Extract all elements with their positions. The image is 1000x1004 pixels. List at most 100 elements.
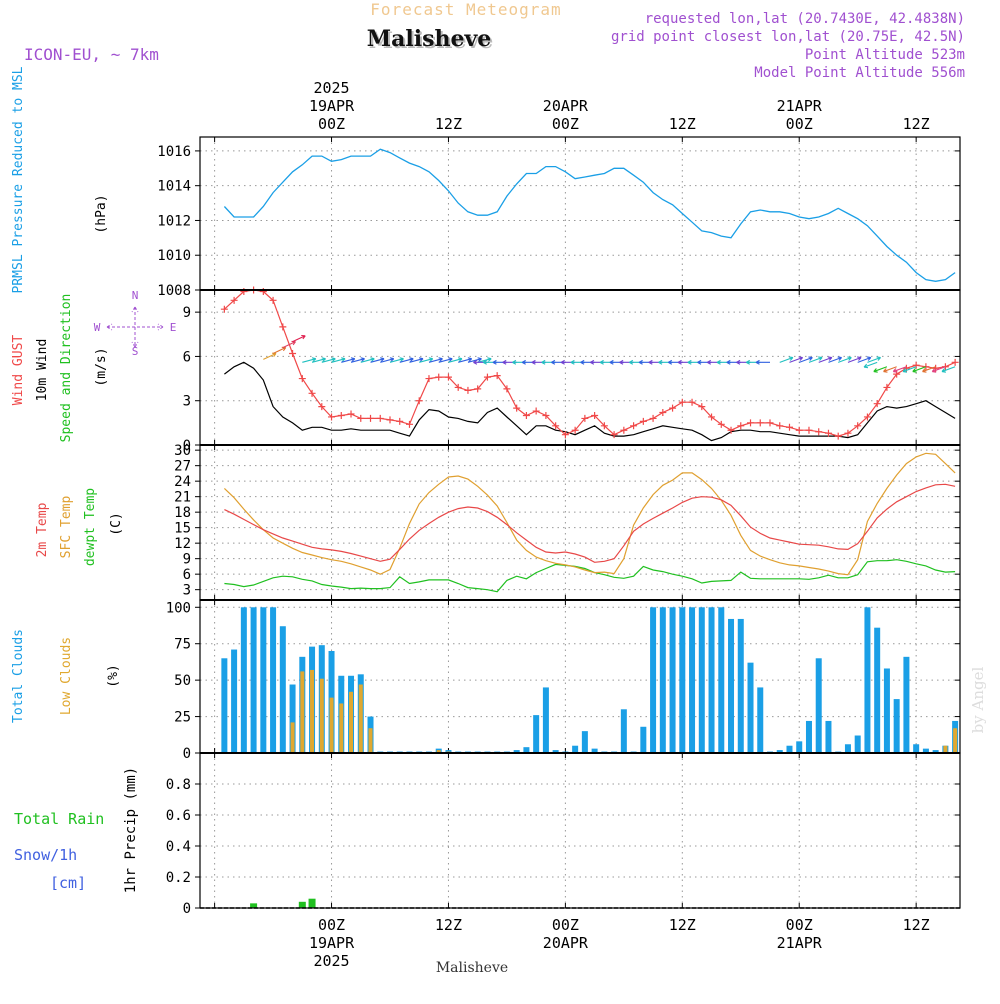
total-clouds-bar — [844, 744, 851, 753]
temp-ytick-label: 30 — [174, 443, 191, 459]
low-clouds-bar — [339, 703, 344, 753]
precip-ytick-label: 0 — [183, 901, 191, 917]
gust-marker — [542, 411, 550, 419]
clouds-ytick-label: 0 — [183, 746, 191, 762]
top-time-label: 21APR — [777, 97, 823, 115]
gust-marker — [532, 407, 540, 415]
low-clouds-label: Low Clouds — [59, 637, 74, 715]
temp-ytick-label: 15 — [174, 521, 191, 537]
wind-panel: 0 3 6 9 — [183, 286, 961, 454]
rain-bar — [250, 903, 258, 908]
total-clouds-bar — [523, 747, 530, 753]
wind-direction-arrow — [857, 356, 872, 363]
pressure-panel: 1008 1010 1012 1014 1016 — [157, 136, 961, 299]
wind-direction-arrow — [779, 356, 794, 363]
tsfc-label: SFC Temp — [59, 496, 74, 559]
snow-unit: [cm] — [50, 874, 86, 892]
bottom-time-label: 21APR — [777, 934, 823, 952]
low-clouds-bar — [300, 671, 305, 753]
wind-direction-arrow — [755, 359, 770, 365]
total-clouds-bar — [240, 607, 247, 753]
pressure-ytick-label: 1012 — [157, 213, 191, 229]
gust-marker — [678, 398, 686, 406]
gust-marker — [941, 363, 949, 371]
temp-ytick-label: 21 — [174, 490, 191, 506]
wind-direction-arrow — [828, 356, 843, 363]
total-clouds-bar — [805, 720, 812, 753]
gust-marker — [464, 386, 472, 394]
gust-line — [223, 289, 956, 437]
total-clouds-bar — [620, 709, 627, 753]
gust-marker — [747, 419, 755, 427]
precip-panel: 0 0.2 0.4 0.6 0.8 — [166, 752, 961, 917]
wind-direction-arrow — [419, 357, 434, 363]
bottom-time-label: 00Z — [552, 916, 579, 934]
gust-marker — [561, 431, 569, 439]
wind-direction-arrow — [931, 366, 946, 373]
precip-ytick-label: 0.8 — [166, 777, 191, 793]
top-time-label: 12Z — [903, 115, 930, 133]
gust-marker — [688, 398, 696, 406]
wind-direction-arrow — [428, 357, 443, 363]
gust-marker — [230, 296, 238, 304]
total-clouds-bar — [659, 607, 666, 753]
tsfc-line — [223, 452, 956, 576]
dewpt-line — [224, 559, 956, 593]
wind-direction-arrow — [272, 346, 287, 354]
wind-direction-arrow — [380, 357, 395, 363]
gust-marker — [269, 296, 277, 304]
top-time-label: 00Z — [552, 115, 579, 133]
low-clouds-bar — [310, 669, 315, 753]
total-clouds-bar — [650, 607, 657, 753]
total-clouds-bar — [698, 607, 705, 753]
gust-marker — [396, 417, 404, 425]
gust-marker — [328, 413, 336, 421]
total-clouds-bar — [747, 662, 754, 753]
clouds-ytick-label: 100 — [166, 600, 191, 616]
total-clouds-bar — [796, 741, 803, 753]
wind-dir-label: Speed and Direction — [59, 294, 74, 443]
low-clouds-bar — [368, 728, 373, 753]
compass-e-label: E — [170, 321, 177, 334]
gust-marker — [493, 372, 501, 380]
wind-direction-arrow — [477, 357, 492, 363]
wind-direction-arrow — [321, 357, 336, 363]
bottom-time-label: 00Z — [318, 916, 345, 934]
snow-label: Snow/1h — [14, 846, 77, 864]
gust-marker — [513, 404, 521, 412]
gust-marker — [503, 385, 511, 393]
gust-marker — [435, 373, 443, 381]
wind-frame — [199, 289, 961, 446]
gust-marker — [873, 400, 881, 408]
gust-marker — [795, 426, 803, 434]
gust-marker — [951, 358, 959, 366]
wind-direction-arrow — [292, 334, 306, 343]
gust-marker — [367, 414, 375, 422]
bottom-time-label: 12Z — [669, 916, 696, 934]
gust-marker — [785, 423, 793, 431]
total-clouds-bar — [513, 750, 520, 753]
wind-direction-arrow — [458, 357, 473, 363]
wind-direction-arrow — [263, 352, 277, 360]
rain-label: Total Rain — [14, 810, 104, 828]
gust-marker — [620, 426, 628, 434]
total-clouds-bar — [786, 745, 793, 753]
top-time-label: 2025 — [313, 79, 349, 97]
gust-marker — [581, 414, 589, 422]
panels: 1008101010121014101603693691215182124273… — [157, 136, 961, 917]
gust-marker — [649, 414, 657, 422]
point-altitude: Point Altitude 523m — [805, 47, 965, 63]
wind-direction-arrow — [922, 366, 936, 373]
gust-marker — [863, 413, 871, 421]
gust-marker — [708, 413, 716, 421]
total-clouds-bar — [552, 750, 559, 753]
gust-marker — [444, 373, 452, 381]
product-title: Forecast Meteogram — [370, 0, 561, 19]
gust-marker — [483, 373, 491, 381]
temp-ytick-label: 9 — [183, 552, 191, 568]
bottom-time-label: 12Z — [435, 916, 462, 934]
wind-direction-arrow — [302, 357, 317, 363]
total-clouds-bar — [591, 748, 598, 753]
gust-marker — [805, 426, 813, 434]
